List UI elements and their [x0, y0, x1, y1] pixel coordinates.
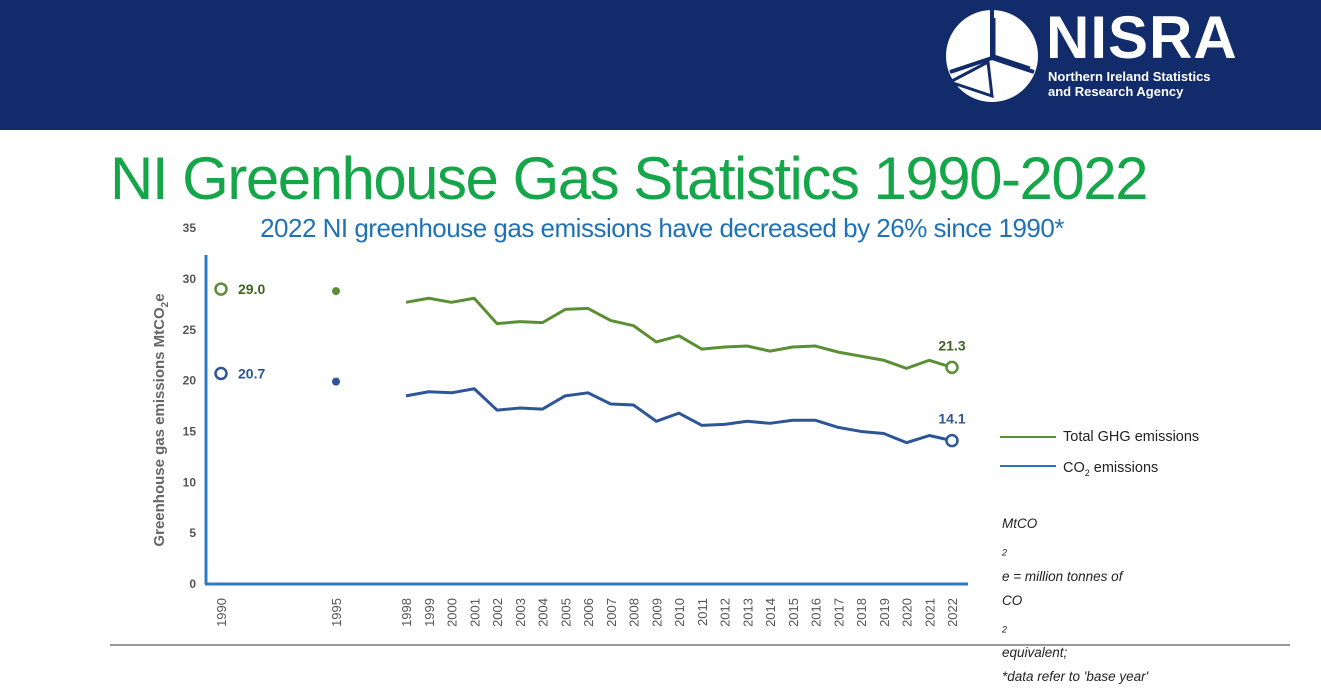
x-tick-label: 2014 — [763, 598, 778, 627]
units-note: MtCO 2 e = million tonnes of CO 2 equivalen… — [1002, 512, 1232, 689]
y-axis-title-tail: e — [151, 293, 168, 301]
open-point-marker — [214, 282, 228, 296]
note-line1-suffix: e = million tonnes of — [1002, 568, 1123, 584]
legend-co2-sub: 2 — [1084, 467, 1090, 478]
emissions-line-chart: 0 5 10 15 20 25 30 35 Greenhouse gas emissions M… — [151, 221, 1056, 627]
x-tick-label: 2016 — [809, 598, 824, 627]
y-tick-label: 5 — [189, 526, 196, 540]
y-axis-title-sub: 2 — [160, 301, 171, 307]
x-tick-label: 2022 — [945, 598, 960, 627]
data-label: 20.7 — [238, 365, 265, 381]
brand-subtitle: Northern Ireland Statistics and Research… — [1048, 69, 1211, 99]
x-tick-label: 2008 — [627, 598, 642, 627]
x-tick-label: 2006 — [581, 598, 596, 627]
y-tick-label: 25 — [183, 323, 197, 337]
note-line2: CO 2 equivalent; — [1002, 589, 1232, 666]
x-tick-label: 2015 — [786, 598, 801, 627]
x-tick-label: 2010 — [672, 598, 687, 627]
legend-co2-suffix: emissions — [1089, 460, 1159, 476]
note-line1: MtCO 2 e = million tonnes of — [1002, 512, 1232, 589]
x-tick-label: 2004 — [536, 598, 551, 627]
note-line1-prefix: MtCO — [1002, 516, 1038, 531]
y-tick-label: 15 — [183, 424, 197, 438]
series-line — [405, 296, 953, 370]
data-label: 14.1 — [938, 411, 965, 427]
x-tick-label: 2021 — [922, 598, 937, 627]
brand-subtitle-line1: Northern Ireland Statistics — [1048, 69, 1211, 84]
y-tick-label: 10 — [183, 475, 197, 489]
note-line2-sub: 2 — [1002, 624, 1008, 635]
series-co2: 20.7 14.1 — [214, 365, 966, 448]
x-tick-label: 2020 — [900, 598, 915, 627]
legend-ghg-label: Total GHG emissions — [1063, 429, 1200, 445]
x-tick-label: 2017 — [831, 598, 846, 627]
y-tick-label: 20 — [183, 374, 197, 388]
header-banner: NISRA Northern Ireland Statistics and Re… — [0, 0, 1321, 130]
footer-divider — [110, 644, 1290, 646]
x-tick-label: 2013 — [740, 598, 755, 627]
y-tick-label: 30 — [183, 272, 197, 286]
note-line3: *data refer to 'base year' — [1002, 669, 1149, 685]
x-tick-label: 2001 — [467, 598, 482, 627]
y-tick-label: 0 — [189, 577, 196, 591]
point-marker — [332, 287, 340, 296]
brand-name: NISRA — [1046, 4, 1238, 71]
x-tick-label: 2011 — [695, 598, 710, 626]
y-tick-label: 35 — [183, 221, 197, 235]
x-tick-label: 2005 — [558, 598, 573, 627]
x-tick-label: 2009 — [649, 598, 664, 627]
x-tick-label: 2019 — [877, 598, 892, 627]
note-line2-prefix: CO — [1002, 592, 1023, 608]
data-label: 21.3 — [938, 337, 965, 353]
x-tick-label: 1990 — [214, 598, 229, 627]
series-total-ghg: 29.0 21.3 — [214, 281, 966, 375]
brand-subtitle-line2: and Research Agency — [1048, 84, 1184, 99]
point-marker — [332, 377, 340, 386]
open-point-marker — [214, 366, 228, 381]
x-tick-label: 2018 — [854, 598, 869, 627]
x-tick-label: 1995 — [329, 598, 344, 627]
page-title: NI Greenhouse Gas Statistics 1990-2022 — [110, 145, 1148, 212]
x-tick-label: 2003 — [513, 598, 528, 627]
legend-co2-prefix: CO — [1063, 460, 1085, 476]
y-axis-title: Greenhouse gas emissions MtCO2e — [151, 293, 171, 546]
x-tick-label: 1998 — [399, 598, 414, 627]
x-tick-label: 2012 — [718, 598, 733, 627]
legend-co2-label: CO2 emissions — [1063, 460, 1158, 478]
x-tick-label: 2007 — [604, 598, 619, 627]
page-subtitle: 2022 NI greenhouse gas emissions have de… — [260, 213, 1064, 243]
note-line1-sub: 2 — [1002, 547, 1008, 558]
x-tick-label: 2000 — [445, 598, 460, 627]
x-tick-label: 1999 — [422, 598, 437, 627]
x-tick-label: 2002 — [490, 598, 505, 627]
open-point-marker — [945, 360, 959, 375]
open-point-marker — [945, 433, 959, 448]
nisra-logo-icon — [946, 10, 1038, 102]
series-line — [405, 387, 953, 445]
data-label: 29.0 — [238, 281, 265, 297]
